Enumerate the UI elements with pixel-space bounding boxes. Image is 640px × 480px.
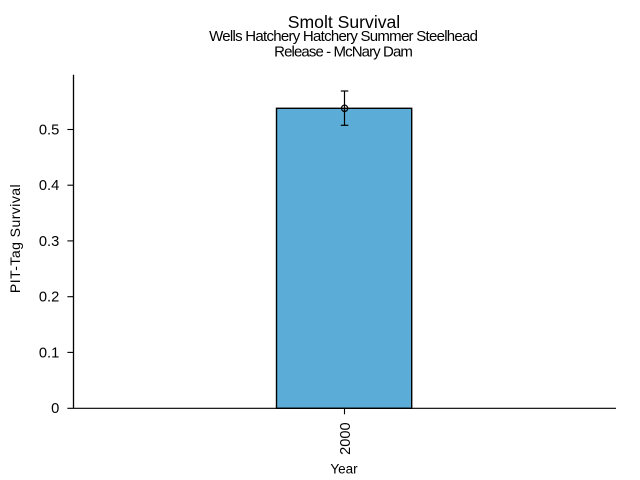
svg-text:0.5: 0.5 (39, 123, 59, 139)
svg-text:0: 0 (51, 401, 59, 417)
svg-text:0.4: 0.4 (39, 178, 59, 194)
svg-text:Year: Year (330, 462, 358, 477)
svg-text:0.3: 0.3 (39, 234, 59, 250)
svg-text:2000: 2000 (338, 422, 354, 454)
svg-text:Release - McNary Dam: Release - McNary Dam (274, 43, 412, 60)
svg-text:0.2: 0.2 (39, 290, 59, 306)
svg-text:Smolt Survival: Smolt Survival (288, 12, 400, 32)
svg-text:0.1: 0.1 (39, 345, 59, 361)
svg-text:Wells Hatchery Hatchery Summer: Wells Hatchery Hatchery Summer Steelhead (209, 28, 478, 45)
svg-text:PIT-Tag Survival: PIT-Tag Survival (7, 184, 23, 293)
